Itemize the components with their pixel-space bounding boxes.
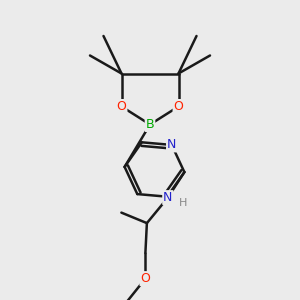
Text: O: O: [140, 272, 150, 285]
Text: B: B: [146, 118, 154, 131]
Text: N: N: [167, 138, 176, 152]
Text: H: H: [179, 198, 188, 208]
Text: N: N: [163, 191, 172, 204]
Text: O: O: [117, 100, 126, 113]
Text: O: O: [174, 100, 183, 113]
